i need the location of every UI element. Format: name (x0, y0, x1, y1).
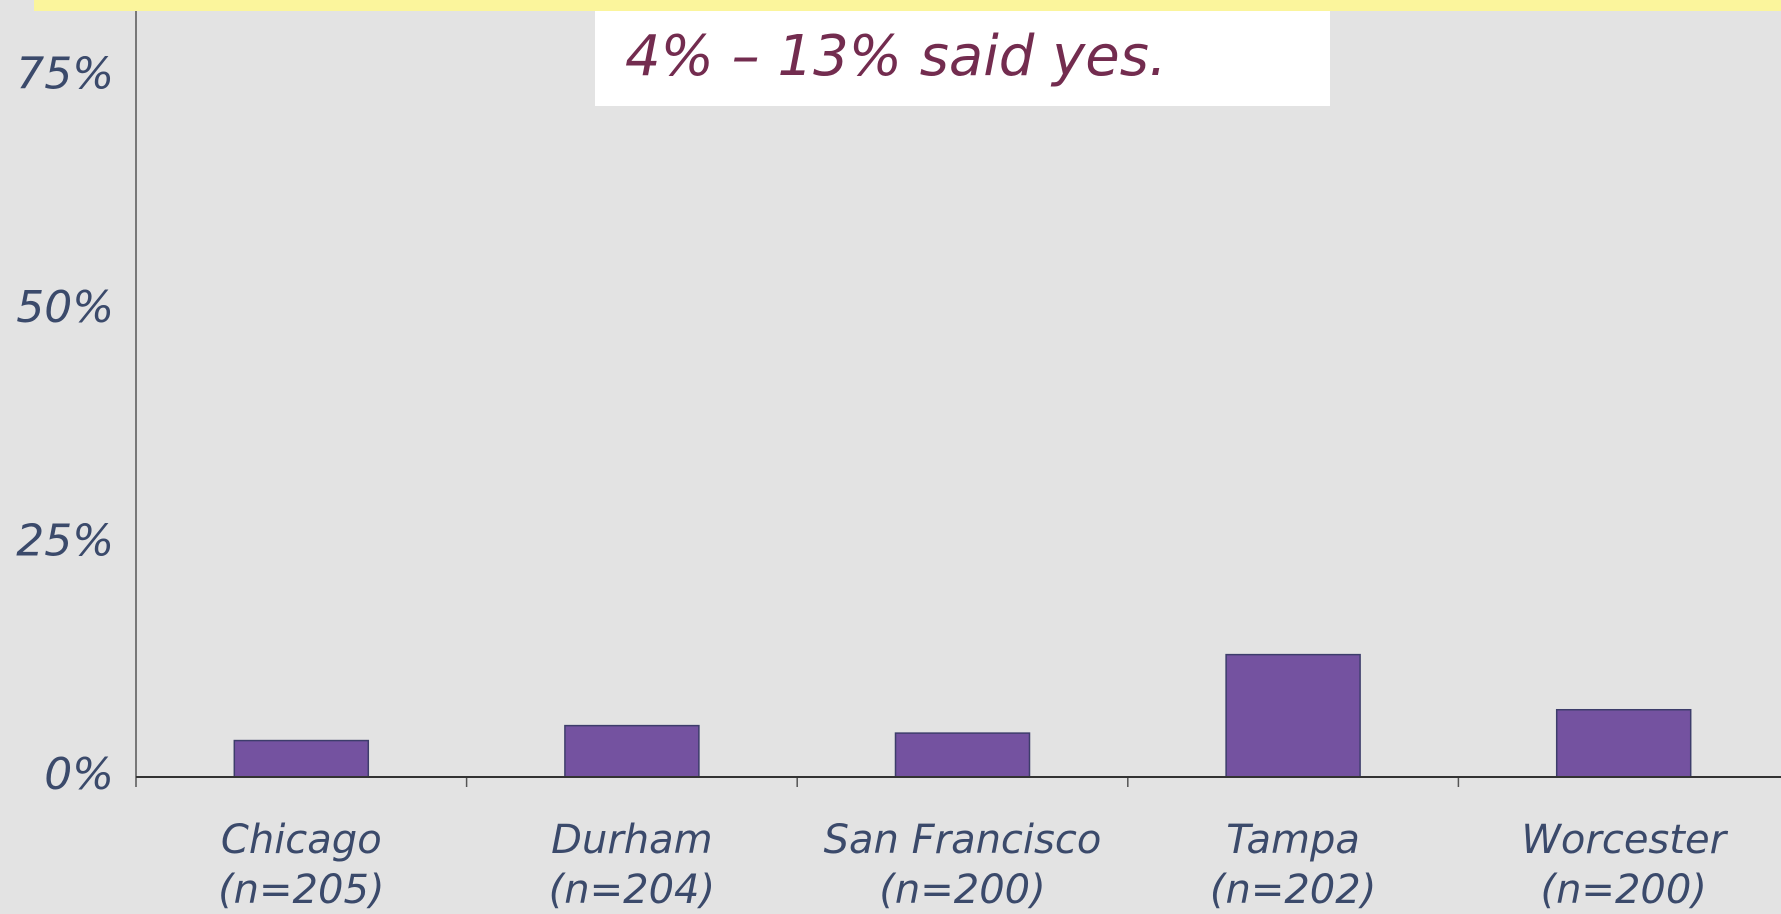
x-tick-label: (n=202) (1210, 867, 1376, 913)
x-tick-label: Durham (551, 817, 712, 863)
x-tick-label: Chicago (221, 817, 382, 863)
x-tick-label: San Francisco (824, 817, 1102, 863)
bar (894, 732, 1031, 778)
bar (564, 724, 700, 778)
bar (233, 739, 370, 778)
annotation: 4% – 13% said yes. (625, 24, 1167, 89)
x-tick-label: (n=204) (549, 867, 715, 913)
annotation-box (595, 11, 1330, 106)
x-tick-label: Worcester (1521, 817, 1728, 863)
x-tick-label: (n=200) (1540, 867, 1706, 913)
x-tick-label: Tampa (1226, 817, 1360, 863)
y-tick-label: 50% (16, 282, 114, 333)
y-tick-label: 0% (44, 749, 114, 800)
bar (1225, 653, 1361, 778)
y-tick-label: 75% (16, 48, 114, 99)
y-tick-label: 25% (16, 515, 114, 566)
bar (1555, 708, 1692, 778)
x-tick-label: (n=205) (218, 867, 384, 913)
x-tick-label: (n=200) (879, 867, 1045, 913)
top-band (34, 0, 1781, 11)
